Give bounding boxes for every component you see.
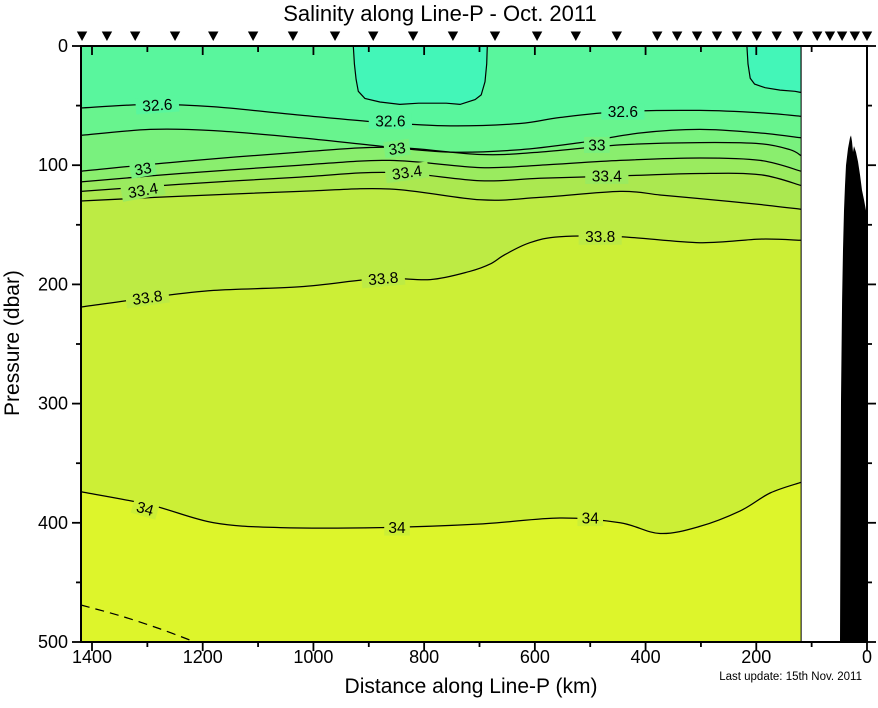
contour-label-33.8: 33.8 (131, 288, 163, 309)
contour-line-33.6 (80, 187, 802, 210)
x-tick-label-1400: 1400 (72, 647, 112, 667)
station-marker (811, 31, 823, 41)
station-marker (792, 31, 804, 41)
contour-label-halo (577, 510, 604, 527)
station-marker (824, 31, 836, 41)
y-tick-label-200: 200 (38, 274, 68, 294)
station-marker (287, 31, 299, 41)
station-marker (208, 31, 219, 41)
chart-title: Salinity along Line-P - Oct. 2011 (283, 1, 597, 26)
station-marker (836, 31, 848, 41)
contour-line-34 (80, 481, 802, 535)
contour-label-halo (368, 113, 412, 130)
contour-label-halo (384, 519, 410, 536)
contour-label-halo (384, 161, 430, 184)
station-marker (570, 31, 582, 41)
station-marker (671, 31, 683, 41)
x-axis-title: Distance along Line-P (km) (344, 675, 598, 698)
station-marker (101, 31, 113, 41)
contour-label-34: 34 (388, 520, 406, 537)
contour-label-33: 33 (387, 140, 406, 159)
station-marker (489, 31, 501, 41)
last-update-note: Last update: 15th Nov. 2011 (719, 671, 862, 683)
contour-line-33.8 (80, 235, 802, 308)
contour-line-33 (80, 141, 802, 172)
contour-label-32.6: 32.6 (375, 114, 405, 131)
contour-label-33.4: 33.4 (127, 180, 160, 202)
contour-label-halo (124, 286, 170, 309)
station-marker (129, 31, 141, 41)
contour-label-halo (578, 228, 622, 245)
contour-field (80, 46, 802, 642)
x-tick-label-1200: 1200 (183, 647, 223, 667)
y-tick-label-300: 300 (38, 394, 68, 414)
y-tick-label-100: 100 (38, 155, 68, 175)
station-marker (711, 31, 723, 41)
salinity-band (80, 129, 802, 172)
contour-label-halo (128, 158, 157, 179)
contour-line-32.6 (80, 103, 802, 127)
contour-label-halo (135, 95, 180, 115)
contour-label-halo (130, 497, 160, 520)
contour-line-32.8 (80, 128, 802, 153)
station-marker (611, 31, 622, 41)
x-tick-label-600: 600 (520, 647, 550, 667)
contour-label-halo (383, 138, 411, 159)
contour-label-halo (360, 268, 406, 289)
station-marker (771, 31, 782, 41)
station-marker (76, 31, 88, 41)
contour-label-34: 34 (582, 510, 600, 527)
contour-label-33: 33 (588, 137, 605, 154)
station-marker (691, 31, 703, 41)
surface-low-salinity-mid (352, 46, 488, 106)
contour-label-32.6: 32.6 (608, 104, 638, 121)
station-marker (531, 31, 543, 41)
y-tick-label-400: 400 (38, 513, 68, 533)
contour-label-halo (601, 103, 645, 120)
x-tick-label-800: 800 (409, 647, 439, 667)
y-axis-title: Pressure (dbar) (1, 270, 24, 416)
contour-label-33.8: 33.8 (585, 229, 615, 246)
x-tick-label-200: 200 (741, 647, 771, 667)
salinity-band (80, 158, 802, 192)
y-tick-label-500: 500 (38, 632, 68, 652)
contour-label-33.4: 33.4 (391, 163, 424, 184)
station-marker (861, 31, 873, 41)
station-marker (368, 31, 379, 41)
salinity-band (80, 142, 802, 182)
y-tick-label-0: 0 (58, 36, 68, 56)
salinity-band (80, 482, 802, 642)
x-tick-label-1000: 1000 (293, 647, 333, 667)
contour-label-halo (585, 167, 629, 184)
x-tick-label-400: 400 (631, 647, 661, 667)
contour-line-33.2 (80, 157, 802, 183)
contour-label-33: 33 (133, 160, 153, 180)
bathymetry-coast (840, 135, 867, 642)
contour-label-halo (584, 136, 610, 153)
station-marker (651, 31, 663, 41)
station-marker (849, 31, 861, 41)
station-marker (751, 31, 763, 41)
station-marker (329, 31, 341, 41)
salinity-band (80, 235, 802, 534)
station-marker (247, 31, 259, 41)
contour-label-34: 34 (134, 499, 156, 520)
station-marker (407, 31, 419, 41)
contour-label-33.8: 33.8 (367, 270, 399, 290)
contour-label-32.6: 32.6 (142, 96, 173, 115)
contour-line-33.4 (80, 171, 802, 193)
contour-label-halo (120, 178, 166, 202)
contour-line-34.2 (80, 604, 196, 642)
x-tick-label-0: 0 (862, 647, 872, 667)
station-marker (447, 31, 459, 41)
station-marker (169, 31, 181, 41)
contour-label-33.4: 33.4 (592, 168, 623, 185)
station-marker (731, 31, 743, 41)
salinity-band (80, 188, 802, 307)
